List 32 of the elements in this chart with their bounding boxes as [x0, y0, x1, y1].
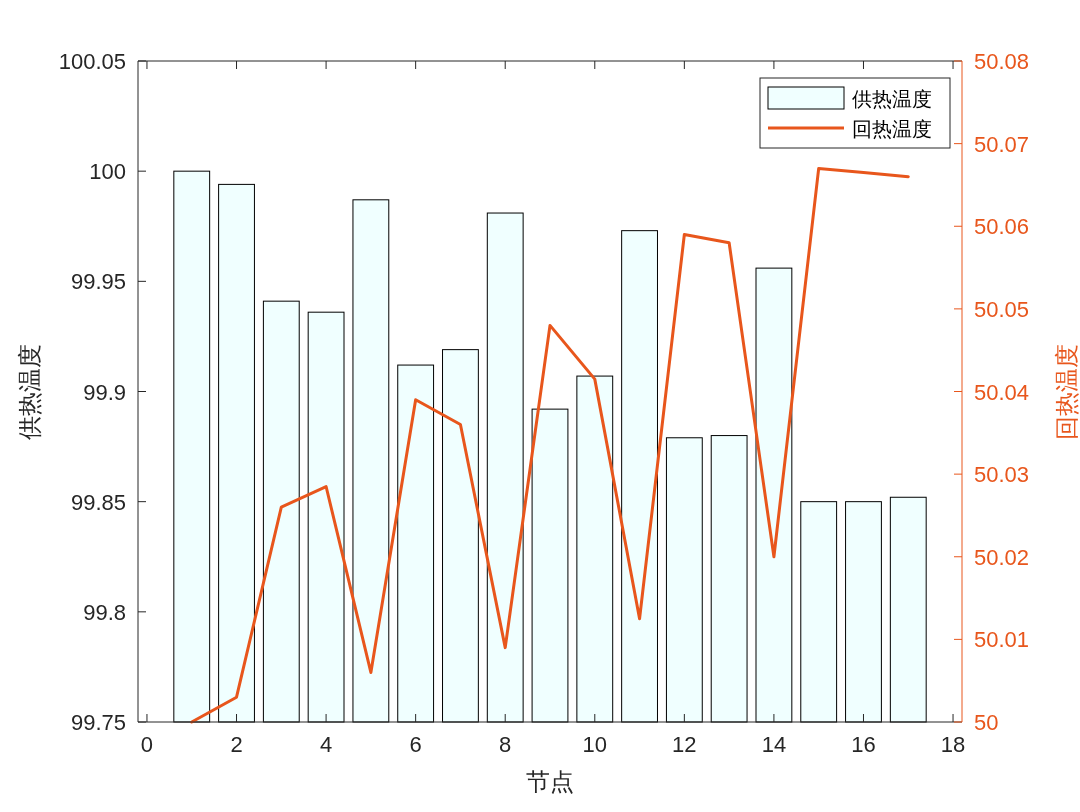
y2-tick-label: 50.05 [974, 296, 1030, 322]
x-tick-label: 18 [940, 732, 966, 757]
y-tick-label: 99.75 [70, 710, 126, 735]
y2-tick-label: 50.02 [974, 544, 1030, 570]
line-series [190, 166, 910, 724]
x-axis-title: 节点 [526, 769, 574, 795]
x-tick-label: 2 [230, 732, 243, 757]
y2-tick-label: 50.04 [974, 379, 1030, 405]
x-tick-label: 10 [582, 732, 608, 757]
y2-tick-label: 50.07 [974, 131, 1030, 157]
y2-tick-label: 50.08 [974, 49, 1030, 74]
legend-label: 回热温度 [852, 118, 932, 140]
y-tick-label: 100.05 [58, 49, 126, 74]
legend-label: 供热温度 [852, 88, 932, 110]
y2-tick-label: 50.01 [974, 627, 1030, 653]
x-tick-label: 4 [319, 732, 333, 757]
x-tick-label: 12 [672, 732, 697, 757]
x-tick-label: 8 [499, 732, 512, 757]
y2-axis-title: 回热温度 [1054, 343, 1080, 440]
y2-tick-label: 50.03 [974, 462, 1030, 488]
y-tick-label: 99.9 [83, 379, 126, 405]
y2-tick-label: 50 [974, 710, 999, 735]
y-tick-label: 99.95 [70, 269, 126, 295]
y-tick-label: 99.8 [83, 599, 126, 625]
y-tick-label: 100 [89, 159, 126, 185]
y2-tick-label: 50.06 [974, 214, 1030, 240]
y-axis-title: 供热温度 [17, 343, 43, 440]
y-tick-label: 99.85 [70, 489, 126, 515]
x-tick-label: 6 [409, 732, 422, 757]
x-tick-label: 0 [140, 732, 154, 757]
x-tick-label: 16 [851, 732, 876, 757]
x-tick-label: 14 [761, 732, 787, 757]
